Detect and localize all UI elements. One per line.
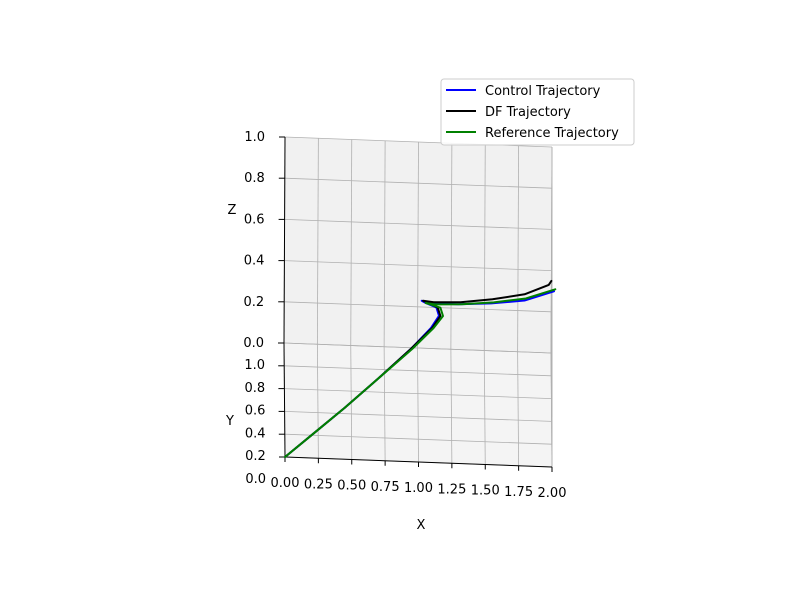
x-tick-label: 0.75 (371, 480, 400, 495)
y-tick-label: 0.0 (245, 472, 266, 487)
grid-line-y (284, 388, 552, 399)
grid-line-x (316, 138, 319, 345)
legend: Control Trajectory DF Trajectory Reference… (440, 78, 635, 146)
x-tick-label: 1.00 (404, 481, 433, 496)
legend-label: Reference Trajectory (485, 126, 619, 141)
grid-line-x (316, 344, 319, 459)
z-tick-label: 0.0 (243, 336, 264, 351)
grid-line-x (450, 143, 453, 350)
grid-line-x (517, 145, 520, 352)
legend-label: DF Trajectory (485, 105, 571, 120)
grid-line-x (383, 346, 386, 461)
y-axis-label: Y (225, 414, 234, 429)
z-tick-label: 1.0 (244, 130, 265, 145)
x-tick-label: 1.50 (471, 484, 500, 499)
grid-line-x (517, 351, 520, 466)
z-tick-label: 0.6 (244, 212, 265, 227)
x-tick-label: 1.25 (437, 482, 466, 497)
y-tick-label: 0.2 (245, 449, 266, 464)
x-tick-label: 0.50 (337, 479, 366, 494)
grid-line-z (284, 177, 552, 189)
legend-frame (440, 78, 635, 146)
legend-label: Control Trajectory (485, 84, 601, 99)
x-tick-label: 2.00 (538, 486, 567, 501)
grid-line-z (284, 260, 552, 271)
x-tick-label: 1.75 (504, 485, 533, 500)
grid-line-x (383, 140, 386, 347)
z-axis-line (283, 136, 286, 344)
z-tick-label: 0.8 (244, 171, 265, 186)
z-tick-label: 0.4 (244, 254, 265, 269)
y-tick-label: 1.0 (244, 358, 265, 373)
grid-line-x (417, 141, 419, 349)
y-tick-label: 0.4 (245, 426, 266, 441)
grid-line-z (284, 301, 552, 313)
grid-line-x (450, 349, 453, 464)
grid-line-y (284, 365, 552, 377)
series-line-3 (284, 288, 557, 458)
y-tick-label: 0.6 (245, 404, 266, 419)
x-tick-label: 0.25 (304, 477, 333, 492)
grid-line-z (283, 342, 552, 354)
x-axis-label: X (417, 518, 426, 533)
y-tick-label: 0.8 (245, 381, 266, 396)
grid-line-y (284, 433, 552, 445)
y-axis-line (283, 342, 286, 458)
x-tick-label: 0.00 (271, 476, 300, 491)
z-tick-label: 0.2 (244, 295, 265, 310)
grid-line-z (284, 219, 552, 230)
z-axis-label: Z (228, 203, 237, 218)
grid-line-x (483, 144, 486, 351)
grid-line-y (284, 411, 552, 422)
grid-line-x (483, 350, 486, 465)
grid-line-x (417, 347, 419, 463)
series-lines (284, 279, 557, 458)
grid-line-x (350, 139, 353, 346)
tick-labels: 0.00 0.25 0.50 0.75 1.00 1.25 1.50 1.75 2.00 0.0 0… (243, 130, 566, 501)
